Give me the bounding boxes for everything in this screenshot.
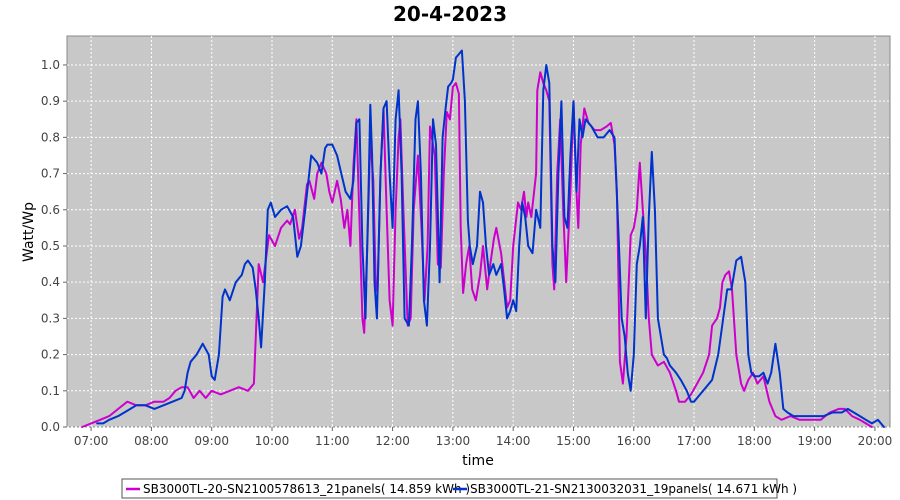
- x-tick-label: 18:00: [737, 434, 772, 448]
- grid-lines: [67, 36, 890, 428]
- y-tick-label: 0.2: [41, 348, 60, 362]
- legend-label-series-2: SB3000TL-21-SN2130032031_19panels( 14.67…: [470, 482, 797, 496]
- x-tick-label: 10:00: [255, 434, 290, 448]
- x-tick-label: 13:00: [436, 434, 471, 448]
- y-tick-label: 0.3: [41, 311, 60, 325]
- y-axis-label: Watt/Wp: [21, 202, 37, 262]
- y-tick-label: 0.1: [41, 384, 60, 398]
- x-axis: 07:00 08:00 09:00 10:00 11:00 12:00 13:00 14:00…: [74, 427, 892, 448]
- series-line-2: [96, 49, 885, 428]
- chart-title: 20-4-2023: [393, 2, 507, 26]
- x-tick-label: 17:00: [677, 434, 712, 448]
- y-tick-label: 0.7: [41, 167, 60, 181]
- x-tick-label: 11:00: [315, 434, 350, 448]
- y-tick-label: 0.9: [41, 94, 60, 108]
- x-tick-label: 12:00: [375, 434, 410, 448]
- x-tick-label: 14:00: [496, 434, 531, 448]
- x-tick-label: 09:00: [194, 434, 229, 448]
- series-layer: [81, 49, 885, 428]
- y-tick-label: 1.0: [41, 58, 60, 72]
- x-tick-label: 16:00: [616, 434, 651, 448]
- legend-label-series-1: SB3000TL-20-SN2100578613_21panels( 14.85…: [143, 482, 470, 496]
- x-tick-label: 15:00: [556, 434, 591, 448]
- x-tick-label: 19:00: [797, 434, 832, 448]
- y-tick-label: 0.5: [41, 239, 60, 253]
- y-axis: 0.0 0.1 0.2 0.3 0.4 0.5 0.6 0.7 0.8 0.9 1.0: [41, 58, 67, 434]
- y-tick-label: 0.0: [41, 420, 60, 434]
- y-tick-label: 0.6: [41, 203, 60, 217]
- x-tick-label: 08:00: [134, 434, 169, 448]
- x-axis-label: time: [462, 453, 494, 469]
- legend-box: [121, 478, 778, 499]
- legend: SB3000TL-20-SN2100578613_21panels( 14.85…: [121, 478, 797, 499]
- x-tick-label: 20:00: [858, 434, 893, 448]
- x-tick-label: 07:00: [74, 434, 109, 448]
- y-tick-label: 0.8: [41, 130, 60, 144]
- y-tick-label: 0.4: [41, 275, 60, 289]
